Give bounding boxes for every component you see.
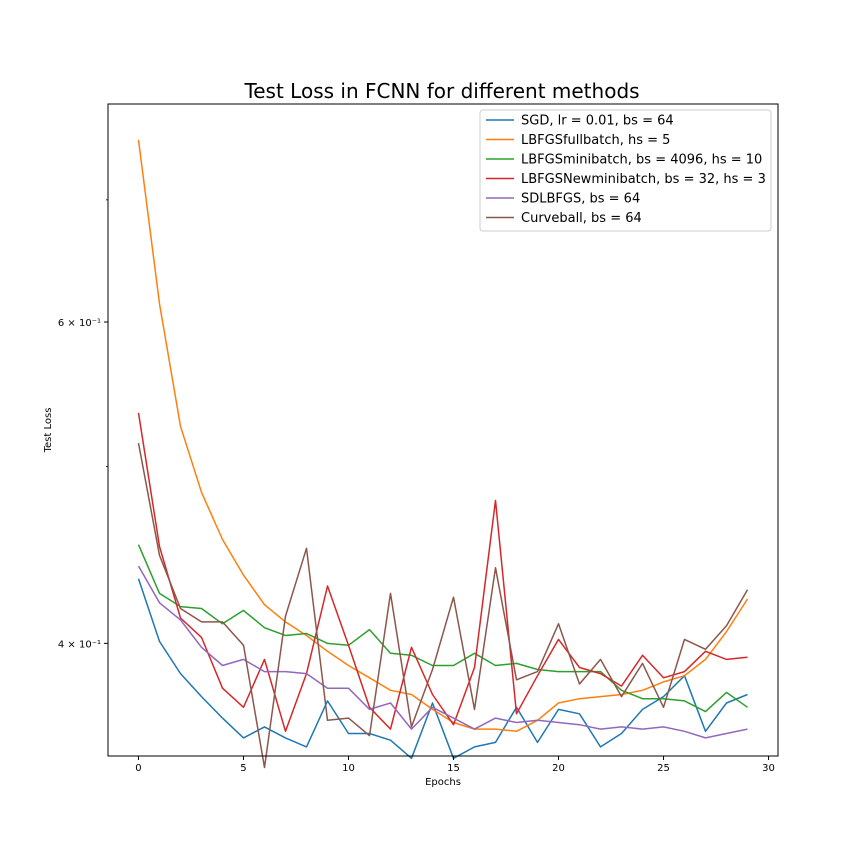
x-axis: 0 5 10 15 20 25 30	[135, 756, 775, 774]
x-axis-label: Epochs	[425, 777, 461, 788]
x-tick-label: 5	[240, 763, 246, 774]
x-tick-label: 30	[762, 763, 775, 774]
series-line	[137, 412, 748, 733]
legend-label: SGD, lr = 0.01, bs = 64	[521, 114, 674, 129]
plot-frame	[107, 103, 779, 757]
y-tick-label: 6 × 10⁻¹	[58, 318, 101, 329]
x-tick-label: 15	[447, 763, 460, 774]
legend-label: LBFGSNewminibatch, bs = 32, hs = 3	[521, 172, 766, 187]
series-line	[137, 544, 748, 713]
series-line	[137, 578, 748, 760]
series-line	[137, 565, 748, 739]
legend-label: SDLBFGS, bs = 64	[521, 192, 640, 207]
series-layer	[137, 139, 749, 769]
y-axis-label: Test Loss	[43, 408, 54, 454]
x-tick-label: 20	[552, 763, 565, 774]
legend-label: LBFGSminibatch, bs = 4096, hs = 10	[521, 153, 762, 168]
series-line	[137, 139, 749, 733]
legend-label: LBFGSfullbatch, hs = 5	[521, 133, 670, 148]
chart-title: Test Loss in FCNN for different methods	[243, 79, 639, 103]
legend: SGD, lr = 0.01, bs = 64 LBFGSfullbatch, h…	[479, 109, 772, 232]
legend-label: Curveball, bs = 64	[521, 211, 642, 226]
y-tick-label: 4 × 10⁻¹	[58, 639, 101, 650]
series-line	[137, 442, 749, 769]
x-tick-label: 10	[342, 763, 355, 774]
y-axis: 4 × 10⁻¹ 6 × 10⁻¹	[58, 199, 108, 650]
x-tick-label: 25	[657, 763, 670, 774]
legend-frame	[479, 109, 772, 232]
x-tick-label: 0	[135, 763, 141, 774]
